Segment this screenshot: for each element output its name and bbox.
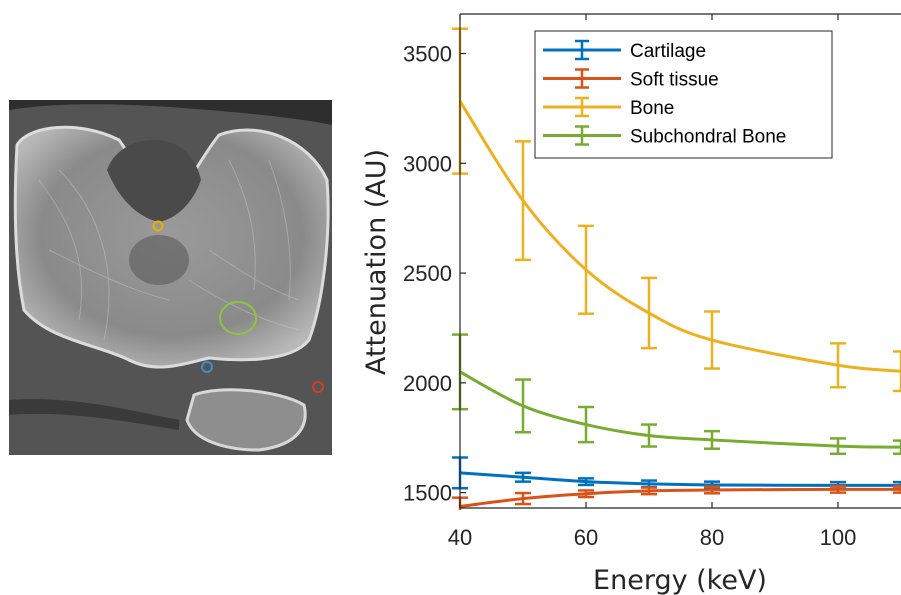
legend-label: Bone xyxy=(630,98,674,119)
soft-tissue-roi-marker xyxy=(312,381,324,393)
legend-entry: Soft tissue xyxy=(543,68,719,91)
x-axis-label: Energy (keV) xyxy=(593,565,767,595)
legend-entry: Subchondral Bone xyxy=(543,125,786,148)
ct-knee-image xyxy=(9,100,332,455)
series-soft-tissue xyxy=(452,484,901,510)
y-tick-label: 3000 xyxy=(403,151,452,176)
x-tick-label: 60 xyxy=(574,525,598,550)
legend-label: Soft tissue xyxy=(630,70,719,91)
legend-entry: Bone xyxy=(543,96,674,119)
bone-roi-marker xyxy=(152,220,164,232)
series-line xyxy=(459,370,901,449)
y-tick-label: 2000 xyxy=(403,371,452,396)
series-cartilage xyxy=(452,456,901,490)
y-axis-label: Attenuation (AU) xyxy=(361,149,392,375)
x-tick-label: 80 xyxy=(700,525,724,550)
series-line xyxy=(459,471,901,487)
series-subchondral-bone xyxy=(452,333,901,456)
x-tick-label: 40 xyxy=(448,525,472,550)
x-tick-label: 100 xyxy=(820,525,857,550)
legend-entry: Cartilage xyxy=(543,39,706,62)
y-tick-label: 3500 xyxy=(403,42,452,67)
y-tick-label: 2500 xyxy=(403,261,452,286)
legend-label: Subchondral Bone xyxy=(630,127,786,148)
y-tick-label: 1500 xyxy=(403,481,452,506)
cartilage-roi-marker xyxy=(201,361,213,373)
subchondral-bone-roi-marker xyxy=(219,301,257,335)
legend-label: Cartilage xyxy=(630,41,706,62)
